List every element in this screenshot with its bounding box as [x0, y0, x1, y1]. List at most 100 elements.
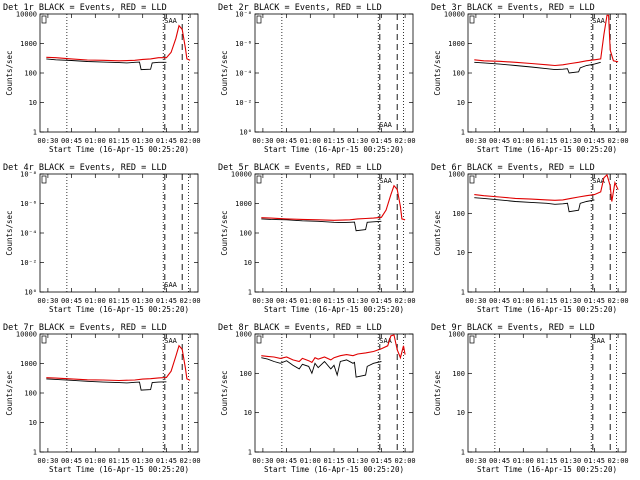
- corner-glyph: [41, 15, 47, 24]
- x-tick-label: 00:30: [465, 457, 486, 465]
- plot-frame: [467, 173, 627, 293]
- chart-title: Det 5r BLACK = Events, RED = LLD: [218, 163, 382, 173]
- chart-panel-8: Det 8r BLACK = Events, RED = LLD 1 10 100 10…: [218, 323, 416, 474]
- saa-annotation: SAA: [164, 337, 177, 345]
- saa-annotation: SAA: [379, 121, 392, 129]
- x-tick-label: 02:00: [608, 137, 629, 145]
- corner-glyph: [469, 175, 475, 184]
- x-tick-label: 02:00: [608, 457, 629, 465]
- x-tick-label: 01:45: [371, 297, 392, 305]
- y-axis-label: Counts/sec: [5, 50, 14, 95]
- corner-glyph: [41, 175, 47, 184]
- y-tick-label: 1000: [20, 40, 37, 48]
- chart-title: Det 3r BLACK = Events, RED = LLD: [431, 3, 595, 13]
- chart-panel-7: Det 7r BLACK = Events, RED = LLD 1 10 100 10…: [3, 323, 201, 474]
- x-axis-label: Start Time (16-Apr-15 00:25:20): [49, 465, 189, 474]
- y-tick-label: 100: [452, 210, 465, 218]
- x-tick-label: 00:45: [61, 457, 82, 465]
- series-line-events: [261, 218, 382, 232]
- series-line-lld: [474, 14, 619, 67]
- chart-title: Det 9r BLACK = Events, RED = LLD: [431, 323, 595, 333]
- x-tick-label: 01:45: [371, 457, 392, 465]
- y-tick-label: 1000: [235, 200, 252, 208]
- y-tick-label: 1: [461, 289, 465, 297]
- x-tick-label: 01:30: [132, 457, 153, 465]
- x-tick-label: 01:45: [156, 457, 177, 465]
- y-tick-label: 10⁰: [239, 129, 252, 137]
- x-tick-label: 01:00: [300, 297, 321, 305]
- x-axis-label: Start Time (16-Apr-15 00:25:20): [477, 465, 617, 474]
- x-tick-label: 01:00: [513, 297, 534, 305]
- y-tick-label: 100: [24, 70, 37, 78]
- y-tick-label: 100: [452, 70, 465, 78]
- x-axis-label: Start Time (16-Apr-15 00:25:20): [264, 465, 404, 474]
- x-tick-label: 01:30: [132, 137, 153, 145]
- x-tick-label: 00:30: [252, 457, 273, 465]
- y-tick-label: 1: [33, 449, 37, 457]
- x-tick-label: 01:30: [132, 297, 153, 305]
- y-axis-label: Counts/sec: [220, 370, 229, 415]
- y-tick-label: 10: [457, 409, 465, 417]
- y-tick-label: 10⁻⁴: [20, 230, 37, 238]
- chart-panel-9: Det 9r BLACK = Events, RED = LLD 1 10 100 10…: [431, 323, 629, 474]
- plot-frame: [467, 13, 627, 133]
- x-tick-label: 02:00: [180, 137, 201, 145]
- y-tick-label: 1: [248, 449, 252, 457]
- series-line-lld: [261, 334, 406, 364]
- y-tick-label: 10: [29, 99, 37, 107]
- y-tick-label: 10: [244, 409, 252, 417]
- x-tick-label: 01:30: [560, 297, 581, 305]
- series-line-events: [261, 357, 382, 378]
- saa-annotation: SAA: [164, 17, 177, 25]
- plot-frame: [254, 13, 414, 133]
- chart-title: Det 1r BLACK = Events, RED = LLD: [3, 3, 167, 13]
- plot-frame: [39, 173, 199, 293]
- chart-title: Det 7r BLACK = Events, RED = LLD: [3, 323, 167, 333]
- x-tick-label: 01:15: [536, 137, 557, 145]
- y-axis-label: Counts/sec: [5, 210, 14, 255]
- x-tick-label: 00:30: [252, 137, 273, 145]
- x-tick-label: 01:15: [536, 457, 557, 465]
- y-axis-label: Counts/sec: [5, 370, 14, 415]
- corner-glyph: [256, 175, 262, 184]
- x-tick-label: 00:45: [61, 297, 82, 305]
- plot-frame: [254, 333, 414, 453]
- x-tick-label: 01:30: [560, 137, 581, 145]
- x-tick-label: 01:00: [300, 457, 321, 465]
- y-tick-label: 10: [457, 249, 465, 257]
- saa-annotation: SAA: [379, 177, 392, 185]
- x-tick-label: 01:30: [347, 457, 368, 465]
- y-tick-label: 10⁻⁴: [235, 70, 252, 78]
- x-tick-label: 00:30: [252, 297, 273, 305]
- x-tick-label: 02:00: [608, 297, 629, 305]
- x-tick-label: 01:30: [347, 297, 368, 305]
- plot-frame: [39, 333, 199, 453]
- chart-panel-2: Det 2r BLACK = Events, RED = LLD 10⁰ 10⁻² 1…: [218, 3, 416, 154]
- chart-panel-4: Det 4r BLACK = Events, RED = LLD 10⁰ 10⁻² 1…: [3, 163, 201, 314]
- saa-annotation: SAA: [379, 337, 392, 345]
- x-tick-label: 01:15: [323, 457, 344, 465]
- x-tick-label: 01:15: [108, 137, 129, 145]
- y-tick-label: 10⁻²: [20, 259, 37, 267]
- y-tick-label: 10000: [16, 11, 37, 19]
- y-tick-label: 10⁻²: [235, 99, 252, 107]
- corner-glyph: [469, 15, 475, 24]
- x-tick-label: 00:30: [37, 297, 58, 305]
- x-tick-label: 01:00: [85, 457, 106, 465]
- x-tick-label: 02:00: [395, 457, 416, 465]
- corner-glyph: [41, 335, 47, 344]
- y-tick-label: 10: [457, 99, 465, 107]
- chart-title: Det 8r BLACK = Events, RED = LLD: [218, 323, 382, 333]
- chart-title: Det 6r BLACK = Events, RED = LLD: [431, 163, 595, 173]
- x-tick-label: 01:30: [560, 457, 581, 465]
- series-line-events: [474, 197, 595, 213]
- y-axis-label: Counts/sec: [433, 370, 442, 415]
- series-line-lld: [261, 184, 406, 221]
- x-tick-label: 01:00: [513, 137, 534, 145]
- x-tick-label: 01:45: [584, 297, 605, 305]
- x-tick-label: 02:00: [395, 297, 416, 305]
- corner-glyph: [256, 15, 262, 24]
- x-tick-label: 00:45: [489, 457, 510, 465]
- x-tick-label: 01:15: [323, 297, 344, 305]
